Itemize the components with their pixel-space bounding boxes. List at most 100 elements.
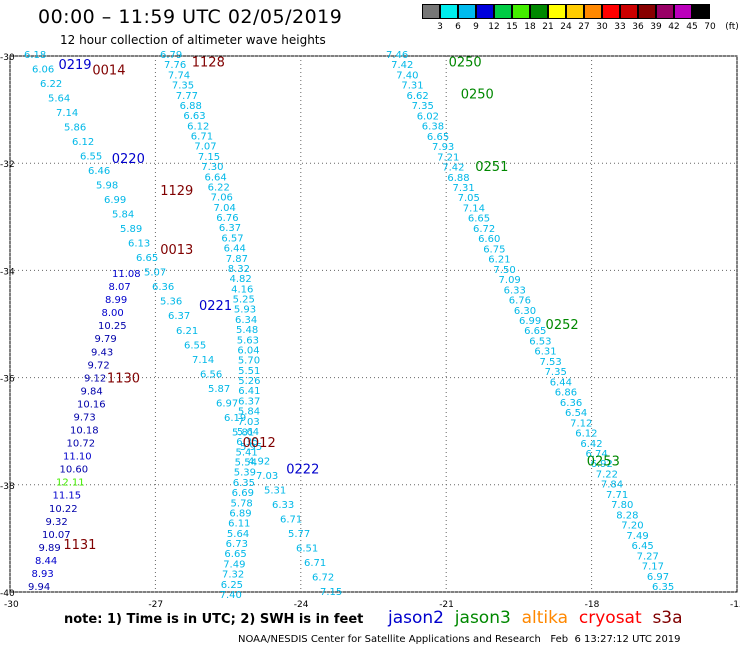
wave-height-value: 7.35 (545, 367, 567, 378)
colorbar-swatch (422, 4, 440, 19)
wave-height-value: 11.10 (63, 452, 92, 463)
lon-tick-label: -15 (730, 600, 740, 610)
wave-height-value: 6.02 (417, 111, 439, 122)
pass-time-label: 0222 (286, 463, 319, 478)
wave-height-value: 6.97 (647, 572, 669, 583)
satellite-legend: jason2 jason3 altika cryosat s3a (388, 608, 683, 628)
wave-height-value: 4.82 (230, 274, 252, 285)
legend-item-jason3: jason3 (454, 608, 522, 628)
wave-height-value: 6.53 (529, 336, 551, 347)
colorbar-label: 6 (455, 22, 461, 32)
wave-height-value: 7.84 (601, 480, 623, 491)
wave-height-value: 6.71 (304, 558, 326, 569)
lat-tick-label: -38 (0, 482, 15, 492)
wave-height-value: 6.65 (524, 326, 546, 337)
colorbar-swatch (548, 4, 566, 19)
wave-height-value: 6.75 (483, 244, 505, 255)
wave-height-value: 6.56 (200, 369, 222, 380)
wave-height-value: 7.31 (401, 81, 423, 92)
wave-height-value: 7.71 (606, 490, 628, 501)
wave-height-value: 6.35 (233, 478, 255, 489)
wave-height-value: 7.05 (458, 193, 480, 204)
wave-height-value: 6.21 (176, 326, 198, 337)
wave-height-value: 5.31 (264, 485, 286, 496)
map-title: 00:00 – 11:59 UTC 02/05/2019 (38, 6, 343, 28)
wave-height-value: 7.03 (237, 417, 259, 428)
wave-height-value: 5.51 (238, 366, 260, 377)
wave-height-value: 6.99 (519, 316, 541, 327)
wave-height-value: 6.12 (187, 121, 209, 132)
colorbar-label: 33 (614, 22, 626, 32)
colorbar-label: 12 (488, 22, 500, 32)
lon-tick-label: -21 (439, 600, 454, 610)
wave-height-value: 7.35 (172, 81, 194, 92)
wave-height-value: 6.31 (534, 347, 556, 358)
colorbar-label: 70 (704, 22, 716, 32)
colorbar-label: 36 (632, 22, 644, 32)
colorbar-label: 18 (524, 22, 536, 32)
wave-height-value: 8.99 (105, 295, 127, 306)
wave-height-value: 9.89 (39, 543, 61, 554)
wave-height-value: 6.88 (180, 101, 202, 112)
wave-height-value: 5.98 (96, 181, 118, 192)
colorbar-label: 15 (506, 22, 518, 32)
wave-height-value: 6.55 (184, 340, 206, 351)
wave-height-value: 6.54 (565, 408, 587, 419)
wave-height-value: 5.07 (144, 268, 166, 279)
wave-height-value: 6.63 (183, 111, 205, 122)
wave-height-value: 7.04 (214, 203, 236, 214)
lon-tick-label: -18 (585, 600, 600, 610)
pass-time-label: 0253 (587, 455, 620, 470)
wave-height-value: 7.06 (211, 193, 233, 204)
wave-height-value: 6.62 (406, 91, 428, 102)
wave-height-value: 6.35 (652, 582, 674, 593)
colorbar-swatch (512, 4, 530, 19)
wave-height-value: 6.04 (237, 345, 259, 356)
wave-height-value: 6.86 (555, 388, 577, 399)
wave-height-value: 7.31 (453, 183, 475, 194)
wave-height-value: 6.65 (224, 549, 246, 560)
wave-height-value: 6.69 (232, 488, 254, 499)
wave-height-value: 7.32 (222, 570, 244, 581)
wave-height-value: 4.92 (248, 456, 270, 467)
wave-height-value: 7.15 (320, 587, 342, 598)
wave-height-value: 7.14 (463, 203, 485, 214)
wave-height-value: 6.72 (312, 572, 334, 583)
wave-height-value: 8.44 (35, 556, 57, 567)
colorbar-label: 30 (596, 22, 608, 32)
wave-height-value: 8.28 (616, 510, 638, 521)
pass-time-label: 0251 (475, 160, 508, 175)
wave-height-value: 5.63 (237, 335, 259, 346)
colorbar-swatch (530, 4, 548, 19)
wave-height-value: 7.12 (570, 418, 592, 429)
wave-height-value: 5.54 (235, 458, 257, 469)
wave-height-value: 5.86 (64, 123, 86, 134)
lat-tick-label: -34 (0, 267, 15, 277)
wave-height-value: 7.27 (637, 551, 659, 562)
pass-time-label: 1128 (192, 55, 225, 70)
wave-height-value: 7.21 (437, 152, 459, 163)
wave-height-value: 7.07 (194, 142, 216, 153)
wave-height-value: 7.17 (642, 562, 664, 573)
pass-time-label: 0250 (449, 55, 482, 70)
colorbar-swatch (656, 4, 674, 19)
wave-height-value: 5.77 (288, 529, 310, 540)
wave-height-value: 6.30 (514, 306, 536, 317)
wave-height-value: 6.71 (280, 514, 302, 525)
colorbar-swatch (674, 4, 692, 19)
wave-height-value: 6.22 (208, 182, 230, 193)
wave-height-value: 5.70 (238, 356, 260, 367)
wave-height-value: 7.35 (412, 101, 434, 112)
credit-line: NOAA/NESDIS Center for Satellite Applica… (238, 634, 681, 645)
pass-time-label: 0012 (243, 436, 276, 451)
wave-height-value: 7.46 (386, 50, 408, 61)
pass-time-label: 0013 (160, 243, 193, 258)
wave-height-value: 7.53 (539, 357, 561, 368)
wave-height-value: 10.07 (42, 530, 71, 541)
wave-height-value: 6.65 (136, 253, 158, 264)
wave-height-value: 7.87 (226, 254, 248, 265)
wave-height-value: 10.60 (60, 465, 89, 476)
wave-height-value: 9.79 (95, 334, 117, 345)
lat-tick-label: -40 (0, 589, 15, 599)
